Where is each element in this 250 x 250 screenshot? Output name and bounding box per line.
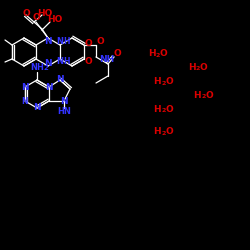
Text: N: N xyxy=(21,82,29,92)
Text: O: O xyxy=(84,56,92,66)
Text: N: N xyxy=(56,58,64,66)
Text: O: O xyxy=(200,62,208,72)
Text: NH: NH xyxy=(99,56,114,64)
Text: NH: NH xyxy=(30,64,44,72)
Text: O: O xyxy=(165,104,173,114)
Text: O: O xyxy=(32,12,40,22)
Text: 2: 2 xyxy=(161,131,166,136)
Text: 2: 2 xyxy=(201,94,205,99)
Text: O: O xyxy=(96,38,104,46)
Text: H: H xyxy=(153,78,161,86)
Text: O: O xyxy=(160,50,168,58)
Text: 2: 2 xyxy=(161,81,166,86)
Text: H: H xyxy=(193,90,201,100)
Text: H: H xyxy=(188,62,196,72)
Text: N: N xyxy=(45,82,53,92)
Text: O: O xyxy=(165,78,173,86)
Text: O: O xyxy=(165,128,173,136)
Text: 2: 2 xyxy=(44,65,49,71)
Text: O: O xyxy=(22,8,30,18)
Text: N: N xyxy=(56,38,64,46)
Text: 2: 2 xyxy=(196,66,200,71)
Text: N: N xyxy=(44,58,52,68)
Text: N: N xyxy=(33,104,41,112)
Text: N: N xyxy=(60,96,68,106)
Text: HO: HO xyxy=(47,14,63,24)
Text: O: O xyxy=(113,50,121,58)
Text: HO: HO xyxy=(37,8,53,18)
Text: N: N xyxy=(22,96,28,106)
Text: H: H xyxy=(153,128,161,136)
Text: N: N xyxy=(44,38,52,46)
Text: H: H xyxy=(63,58,70,66)
Text: N: N xyxy=(56,76,64,84)
Text: H: H xyxy=(63,38,70,46)
Text: O: O xyxy=(205,90,213,100)
Text: 2: 2 xyxy=(156,53,160,58)
Text: H: H xyxy=(148,50,156,58)
Text: 2: 2 xyxy=(161,108,166,113)
Text: HN: HN xyxy=(57,106,71,116)
Text: H: H xyxy=(153,104,161,114)
Text: O: O xyxy=(84,38,92,48)
